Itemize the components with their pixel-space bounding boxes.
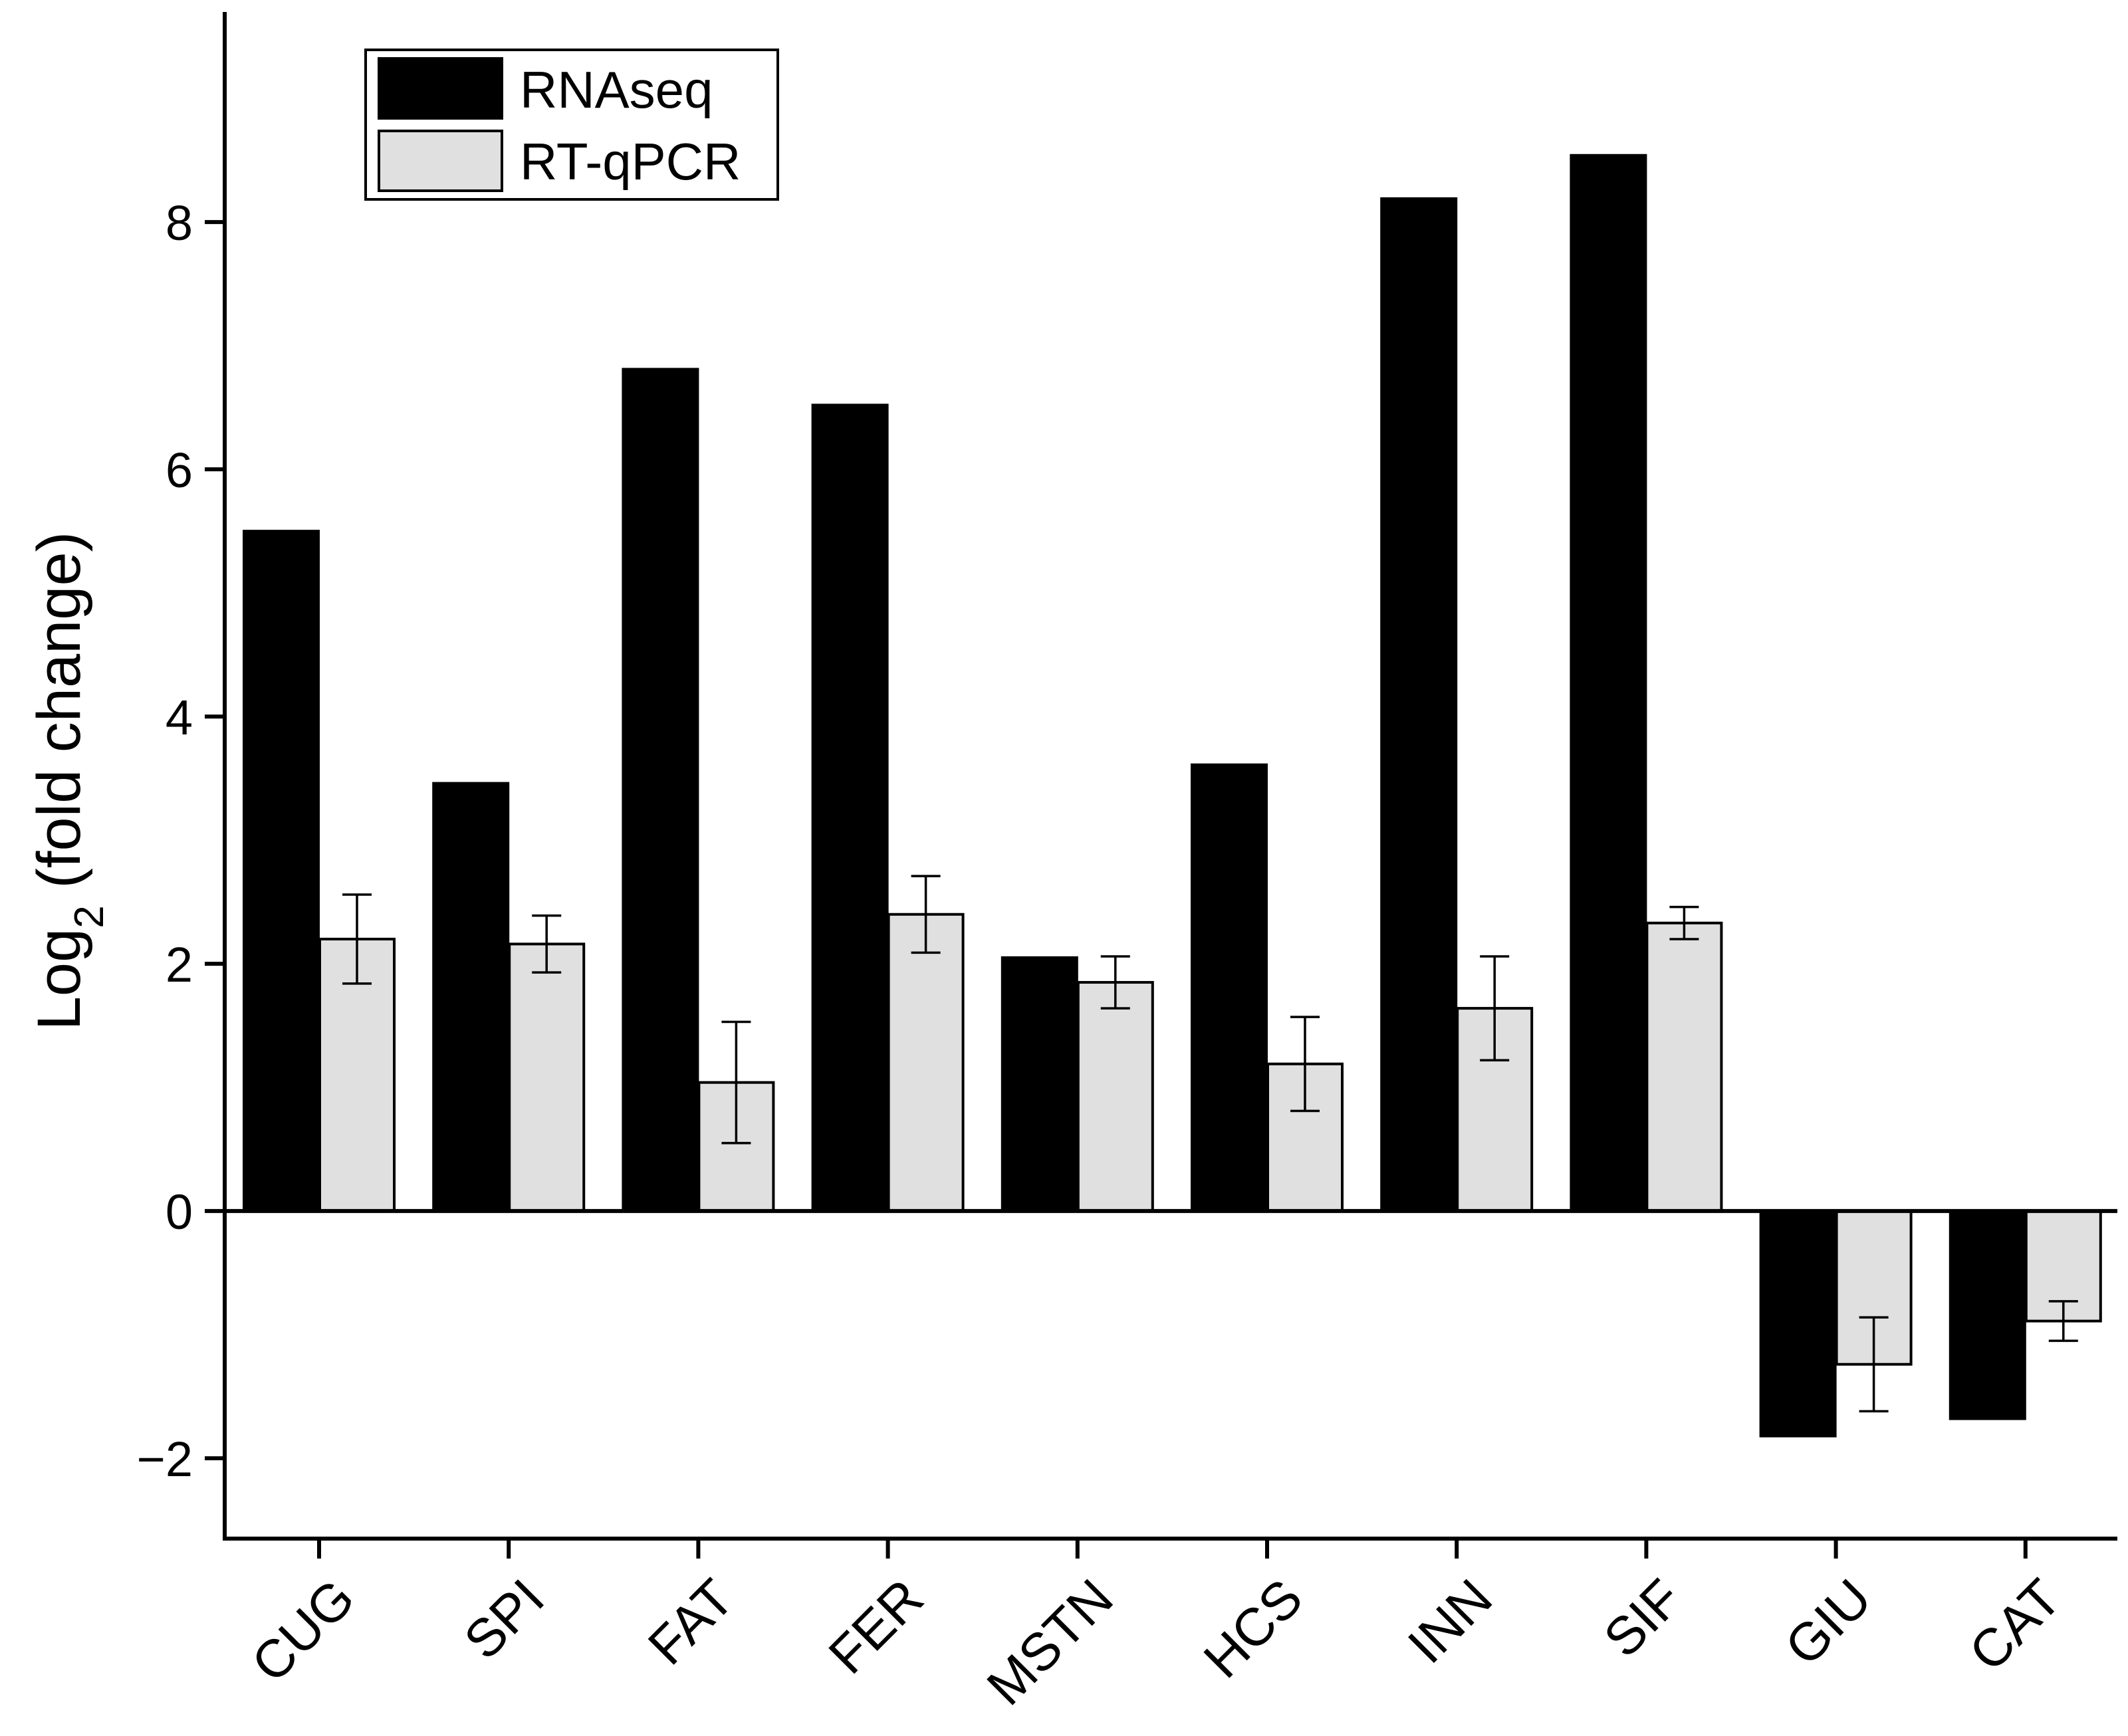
error-bar-sif: [1669, 905, 1699, 940]
y-tick-label-5: 8: [166, 195, 193, 251]
x-tick-label-mstn: MSTN: [976, 1568, 1124, 1716]
y-tick-label-0: −2: [137, 1432, 193, 1487]
y-axis-label-suffix: (fold change): [25, 532, 93, 906]
bar-rnaseq-hcs: [1191, 763, 1268, 1213]
legend-label-rt-qpcr: RT-qPCR: [520, 132, 741, 191]
error-bar-inn: [1480, 955, 1510, 1061]
bar-rnaseq-fat: [622, 368, 699, 1213]
error-bar-fat: [721, 1020, 751, 1144]
x-tick-label-inn: INN: [1397, 1568, 1503, 1674]
legend: RNAseq RT-qPCR: [364, 49, 779, 201]
bar-rnaseq-mstn: [1001, 956, 1078, 1213]
x-tick-label-spi: SPI: [453, 1568, 555, 1670]
y-axis-label-subscript: 2: [66, 905, 112, 928]
legend-swatch-rnaseq: [378, 57, 503, 120]
x-tick-label-cat: CAT: [1958, 1568, 2072, 1682]
bar-rnaseq-sif: [1570, 154, 1647, 1213]
error-bar-giu: [1859, 1316, 1889, 1413]
x-tick-label-hcs: HCS: [1193, 1568, 1314, 1689]
x-tick-label-giu: GIU: [1774, 1568, 1883, 1677]
bar-rt-qpcr-mstn: [1076, 981, 1154, 1213]
bar-rnaseq-giu: [1759, 1210, 1837, 1438]
bar-rnaseq-inn: [1380, 197, 1458, 1213]
error-bars-layer: [342, 875, 2078, 1413]
legend-label-rnaseq: RNAseq: [520, 60, 713, 119]
x-ticks-layer: CUG SPI FAT FER MSTN HCS INN SIF GIU CAT: [240, 1539, 2072, 1716]
error-bar-cug: [342, 893, 372, 985]
y-ticks-layer: −2 0 2 4 6 8: [137, 195, 225, 1487]
y-tick-label-3: 4: [166, 690, 193, 745]
error-bar-hcs: [1290, 1016, 1320, 1113]
bars-layer: [243, 154, 2102, 1438]
y-tick-label-2: 2: [166, 937, 193, 992]
bar-rt-qpcr-inn: [1456, 1007, 1534, 1213]
error-bar-mstn: [1100, 955, 1130, 1010]
bar-rt-qpcr-fer: [887, 913, 965, 1213]
bar-rnaseq-spi: [432, 782, 510, 1213]
error-bar-cat: [2048, 1300, 2078, 1343]
bar-rt-qpcr-sif: [1645, 921, 1723, 1213]
bar-rnaseq-fer: [811, 403, 889, 1213]
y-axis-label: Log2 (fold change): [25, 532, 112, 1031]
x-tick-label-fat: FAT: [637, 1568, 745, 1676]
bar-rt-qpcr-spi: [508, 942, 586, 1213]
y-tick-label-4: 6: [166, 443, 193, 498]
x-tick-label-sif: SIF: [1592, 1568, 1693, 1668]
x-tick-label-fer: FER: [818, 1568, 935, 1685]
axes-layer: [223, 12, 2117, 1541]
legend-swatch-rt-qpcr: [378, 130, 503, 192]
error-bar-fer: [911, 875, 941, 954]
error-bar-spi: [532, 914, 562, 974]
y-tick-label-1: 0: [166, 1184, 193, 1240]
bar-rnaseq-cat: [1949, 1210, 2026, 1420]
x-tick-label-cug: CUG: [240, 1568, 366, 1693]
y-axis-label-main: Log: [25, 928, 93, 1031]
bar-rnaseq-cug: [243, 530, 320, 1213]
